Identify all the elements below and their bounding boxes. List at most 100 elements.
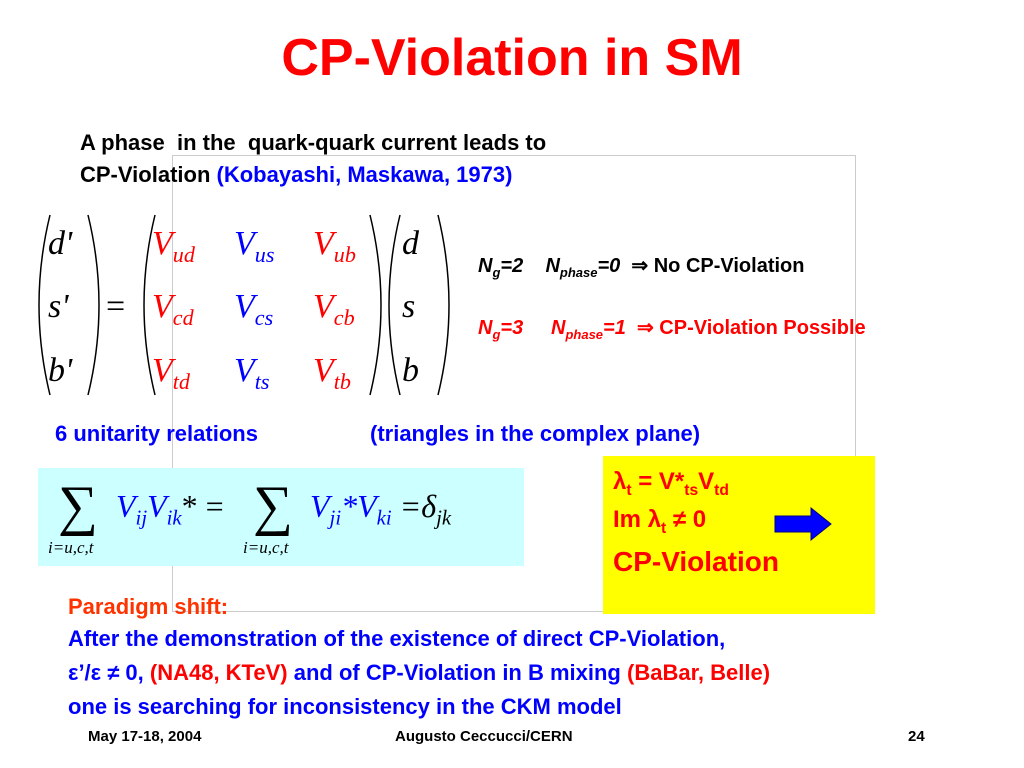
symbol: V [234, 225, 255, 262]
ckm-element: Vcb [313, 288, 355, 331]
symbol: V [234, 288, 255, 325]
subscript: ts [254, 368, 270, 394]
im: Im [613, 506, 648, 533]
footer-date: May 17-18, 2004 [88, 728, 202, 745]
value: =1 [603, 317, 626, 339]
cpv: CP-Violation [613, 546, 779, 577]
intro-text: CP-Violation [80, 162, 211, 187]
ckm-element: Vtb [313, 352, 351, 395]
sub: jk [436, 506, 452, 530]
sub: ij [135, 506, 148, 530]
sub: ji [329, 506, 342, 530]
value: =3 [500, 317, 524, 339]
paren [143, 214, 156, 396]
case: Ng=2 Nphase=0 ⇒ No CP-Violation [478, 253, 804, 280]
rhs-entry: d [402, 225, 419, 262]
symbol: V [234, 352, 255, 389]
range: i=u,c,t [48, 538, 94, 557]
result: ⇒ CP-Violation Possible [636, 317, 866, 339]
result: ⇒ No CP-Violation [631, 255, 805, 277]
subscript: cd [172, 304, 194, 330]
ckm-element: Vcs [234, 288, 273, 331]
n: N [545, 255, 560, 277]
delta: =δ [399, 488, 437, 524]
subscript: ub [333, 241, 356, 267]
paren [437, 214, 450, 396]
sub: ts [684, 481, 699, 499]
symbol: V [313, 352, 334, 389]
v: V [698, 468, 715, 495]
title: CP-Violation in SM [281, 29, 743, 87]
equals: = [106, 288, 126, 325]
paren [369, 214, 382, 396]
sub: td [714, 481, 729, 499]
n: N [478, 255, 493, 277]
subscript: ud [172, 241, 195, 267]
v: *V [341, 488, 377, 524]
symbol: V [313, 288, 334, 325]
ckm-element: Vcd [152, 288, 194, 331]
yellow-box: λt = V*tsVtd Im λt ≠ 0 CP-Violation [603, 456, 875, 614]
subscript: tb [333, 368, 351, 394]
phase: phase [559, 265, 598, 280]
n: N [551, 317, 566, 339]
footer-page: 24 [908, 728, 925, 745]
sum-box: ∑ i=u,c,t VijVik* = ∑ i=u,c,t Vji*Vki =δ… [38, 468, 524, 566]
lhs-entry: s' [48, 288, 69, 325]
rhs: Vji*Vki =δjk [310, 488, 451, 530]
sub: t [626, 481, 632, 499]
op: * = [181, 488, 224, 524]
ckm-element: Vts [234, 352, 270, 395]
sum: ∑ [58, 475, 98, 537]
lambda-def: λt = V*tsVtd [613, 468, 729, 500]
phase: phase [565, 327, 604, 342]
symbol: V [313, 225, 334, 262]
subscript: cs [254, 304, 274, 330]
unitarity-note: (triangles in the complex plane) [370, 421, 701, 446]
intro-line: A phase in the quark-quark current leads… [80, 130, 547, 155]
v: V [116, 488, 136, 524]
im-lambda: Im λt ≠ 0 [613, 506, 706, 538]
paradigm-heading: Paradigm shift: [68, 594, 229, 619]
paren [388, 214, 401, 396]
v: V [310, 488, 330, 524]
symbol: V [152, 352, 173, 389]
paradigm-line: ε’/ε ≠ 0, (NA48, KTeV) and of CP-Violati… [68, 660, 770, 686]
sum: ∑ [253, 475, 293, 537]
ckm-element: Vub [313, 225, 356, 268]
lhs: VijVik* = [116, 488, 224, 530]
range: i=u,c,t [243, 538, 289, 557]
symbol: V [152, 288, 173, 325]
rhs-entry: s [402, 288, 416, 325]
sub: ki [376, 506, 392, 530]
ckm-element: Vud [152, 225, 195, 268]
text: and of CP-Violation in B mixing [287, 660, 627, 685]
ckm-element: Vus [234, 225, 274, 268]
lhs-entry: b' [48, 352, 73, 389]
subscript: us [254, 241, 275, 267]
paren [87, 214, 100, 396]
frame [172, 155, 856, 612]
matrix-brackets [38, 214, 450, 396]
arrow [774, 506, 832, 542]
eq: = V* [631, 468, 685, 495]
value: =0 [597, 255, 621, 277]
g: g [492, 327, 501, 342]
subscript: cb [333, 304, 355, 330]
neq: ≠ 0 [666, 506, 707, 533]
symbol: V [152, 225, 173, 262]
value: =2 [500, 255, 524, 277]
n: N [478, 317, 493, 339]
footer-author: Augusto Ceccucci/CERN [395, 728, 573, 745]
paradigm-line: After the demonstration of the existence… [68, 626, 726, 651]
sub: t [661, 519, 667, 537]
lambda: λ [647, 506, 662, 533]
subscript: td [172, 368, 190, 394]
paren [38, 214, 51, 396]
paradigm-line: one is searching for inconsistency in th… [68, 694, 622, 719]
ckm-element: Vtd [152, 352, 190, 395]
experiments: (BaBar, Belle) [627, 660, 771, 685]
v: V [147, 488, 167, 524]
intro-line: CP-Violation (Kobayashi, Maskawa, 1973) [80, 162, 512, 188]
